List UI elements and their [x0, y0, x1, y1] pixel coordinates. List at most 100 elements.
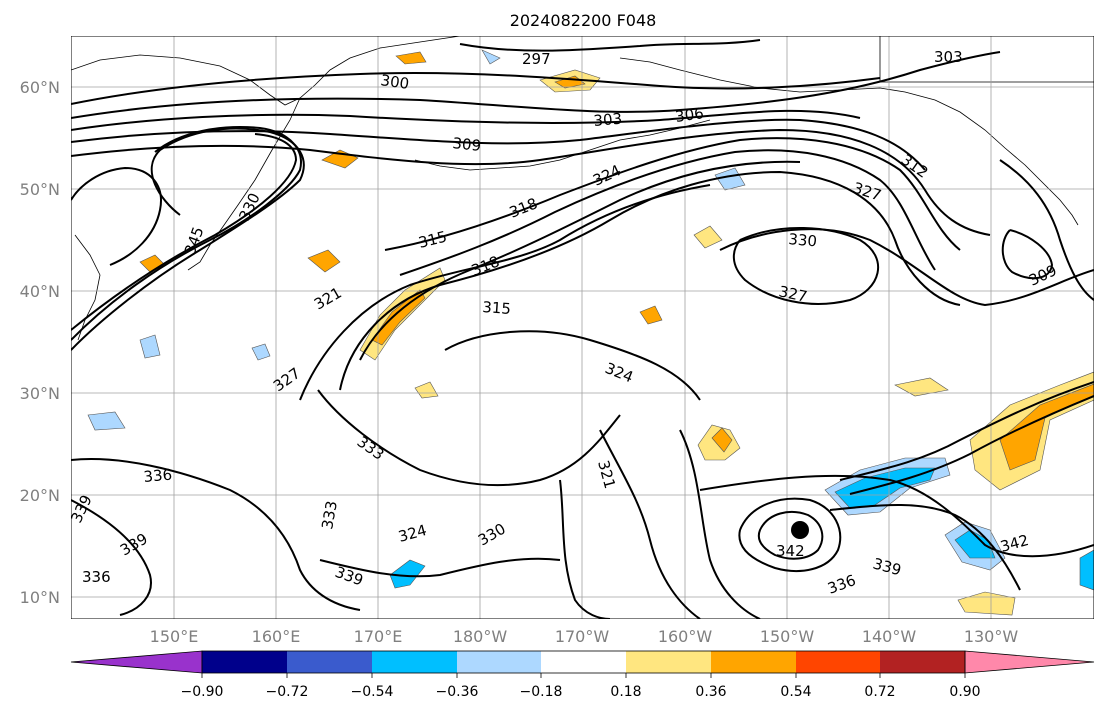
contour-east-2: [1001, 229, 1054, 280]
colorbar-tick-label: 0.90: [949, 684, 980, 700]
contour-318-a: [71, 126, 302, 341]
contour-south-3: [679, 429, 761, 619]
contour-label: 306: [674, 104, 705, 126]
lon-label: 180°W: [453, 627, 508, 646]
contour-band-se-4: [829, 504, 1021, 591]
colorbar-tick-label: −0.36: [436, 684, 479, 700]
contour-label: 327: [777, 282, 809, 306]
longitude-labels: 150°E 160°E 170°E 180°W 170°W 160°W 150°…: [150, 627, 1019, 646]
shade-pos-10: [894, 377, 949, 397]
contour-label: 303: [934, 48, 963, 66]
contour-315-b: [384, 137, 961, 251]
contour-east-1: [999, 159, 1094, 301]
colorbar-segment: [541, 651, 626, 673]
contour-band-se-3: [849, 395, 1094, 495]
contour-318-b: [399, 149, 936, 276]
lat-label: 30°N: [20, 384, 60, 403]
colorbar-tick-label: 0.54: [780, 684, 811, 700]
contour-band-se-2: [839, 381, 1094, 481]
shade-pos-11: [307, 249, 341, 273]
colorbar-segment: [880, 651, 965, 673]
coast-siberia: [71, 36, 461, 106]
contour-label: 300: [379, 71, 410, 93]
colorbar-segment: [457, 651, 541, 673]
contour-south-1: [559, 479, 611, 619]
contour-label: 336: [143, 466, 173, 486]
contour-label: 309: [452, 134, 482, 155]
lon-label: 170°W: [555, 627, 610, 646]
contour-300: [71, 71, 881, 105]
colorbar-tick-label: 0.72: [864, 684, 895, 700]
shade-pos-14: [693, 225, 723, 249]
colorbar-extend-high: [964, 650, 1095, 674]
contour-label: 303: [593, 110, 623, 130]
shade-pos-15: [395, 51, 427, 65]
colorbar-segment: [626, 651, 711, 673]
lon-label: 140°W: [862, 627, 917, 646]
contour-336: [71, 458, 361, 611]
contour-297: [459, 39, 761, 52]
contour-315-a: [71, 127, 305, 351]
shade-neg-10: [251, 343, 271, 361]
colorbar-tick-label: −0.18: [520, 684, 563, 700]
contour-309: [71, 118, 926, 171]
colorbar-segment: [711, 651, 796, 673]
colorbar-tick-label: −0.90: [181, 684, 224, 700]
colorbar-segment: [202, 651, 287, 673]
lon-label: 160°E: [252, 627, 301, 646]
coastlines: [71, 36, 1094, 341]
coast-aleutians: [414, 119, 711, 171]
lat-label: 40°N: [20, 282, 60, 301]
contour-label: 330: [788, 230, 818, 250]
lat-label: 10°N: [20, 588, 60, 607]
latitude-labels: 60°N 50°N 40°N 30°N 20°N 10°N: [20, 78, 60, 607]
contour-label: 333: [318, 499, 341, 530]
lon-label: 150°W: [760, 627, 815, 646]
contour-306: [71, 109, 861, 131]
storm-center-marker: [791, 521, 809, 539]
contour-label: 342: [776, 542, 805, 560]
contour-339: [71, 499, 561, 616]
contour-label: 336: [82, 568, 111, 586]
shade-neg-9: [139, 334, 161, 359]
shade-neg-8: [87, 411, 126, 431]
contour-south-2: [599, 429, 701, 619]
contour-303: [71, 51, 1001, 119]
contour-324-a: [339, 170, 961, 391]
contour-storm-1: [738, 497, 842, 572]
contour-west-1: [71, 166, 162, 266]
lon-label: 130°W: [964, 627, 1019, 646]
contour-band-se-1: [699, 474, 1094, 558]
shade-neg-5: [1079, 549, 1094, 591]
contour-333: [317, 389, 621, 487]
coast-alaska: [619, 57, 1079, 226]
shade-pos-17: [639, 305, 663, 325]
colorbar-extend-low: [70, 650, 203, 674]
contour-312: [71, 128, 991, 236]
colorbar-segment: [796, 651, 880, 673]
contour-321: [71, 133, 801, 361]
shade-pos-9: [957, 591, 1016, 616]
lon-label: 160°W: [658, 627, 713, 646]
map-title: 2024082200 F048: [510, 11, 657, 30]
positive-shading: [139, 51, 1094, 616]
colorbar-tick-label: −0.54: [351, 684, 394, 700]
lon-label: 170°E: [354, 627, 403, 646]
contour-327-a: [299, 184, 711, 401]
contour-label: 297: [522, 50, 551, 68]
contour-lines: [71, 39, 1094, 619]
contour-330: [732, 227, 879, 305]
colorbar-segment: [287, 651, 372, 673]
colorbar-tick-label: 0.18: [610, 684, 641, 700]
lon-label: 150°E: [150, 627, 199, 646]
lat-label: 20°N: [20, 486, 60, 505]
lat-label: 50°N: [20, 180, 60, 199]
shade-pos-2: [371, 289, 426, 346]
colorbar-tick-label: 0.36: [695, 684, 726, 700]
shade-neg-11: [481, 49, 501, 65]
colorbar: −0.90 −0.72 −0.54 −0.36 −0.18 0.18 0.36 …: [70, 650, 1095, 700]
map-panel: 297 300 303 303 306 309 309 312 315 315 …: [71, 36, 1094, 619]
shade-neg-7: [714, 167, 746, 191]
colorbar-segment: [372, 651, 457, 673]
